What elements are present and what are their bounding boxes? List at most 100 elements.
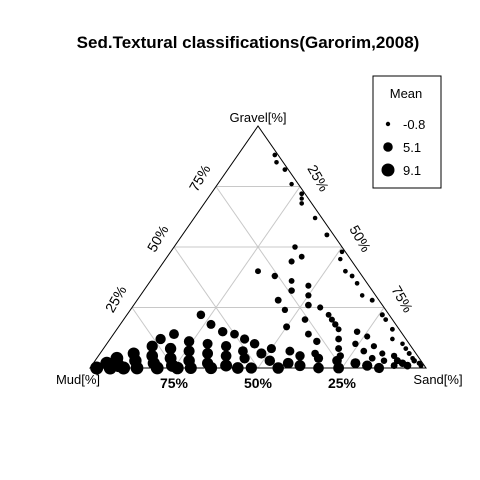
axis-label-gravel: Gravel[%] [229, 110, 286, 125]
data-point [304, 330, 312, 338]
data-point [338, 256, 343, 262]
data-point [117, 361, 131, 375]
data-point [264, 355, 276, 366]
data-point [155, 333, 166, 345]
data-point [403, 346, 409, 351]
data-point [164, 342, 177, 355]
data-point [299, 196, 304, 201]
data-point [274, 296, 282, 304]
data-point [249, 339, 260, 349]
data-point [289, 181, 294, 187]
data-point [305, 282, 312, 289]
data-point [184, 361, 197, 375]
data-point [220, 341, 232, 352]
data-point [362, 360, 373, 371]
data-point [183, 345, 195, 357]
data-point [169, 329, 179, 340]
data-point [373, 362, 385, 374]
axis-label-mud: Mud[%] [56, 372, 100, 387]
data-point [239, 353, 250, 364]
data-point [266, 344, 276, 354]
data-point [245, 362, 257, 374]
tick-label-mud: 50% [244, 375, 273, 391]
data-point [335, 335, 342, 343]
tick-label-mud: 75% [160, 375, 189, 391]
data-point [103, 361, 117, 375]
data-point [343, 268, 348, 274]
data-point [369, 297, 375, 303]
data-point [325, 311, 332, 318]
tick-label-gravel: 50% [144, 222, 172, 254]
data-point [256, 348, 267, 359]
data-point [220, 359, 233, 372]
tick-label-sand: 75% [388, 283, 416, 315]
tick-label-gravel: 25% [102, 283, 130, 315]
data-point [196, 310, 206, 320]
data-point [202, 348, 214, 359]
tick-label-sand: 50% [346, 222, 374, 254]
data-point [360, 347, 368, 355]
data-point [305, 301, 312, 309]
data-point [353, 328, 361, 335]
data-point [389, 326, 395, 332]
data-point [390, 336, 395, 342]
data-point [220, 350, 232, 362]
data-point [354, 280, 360, 286]
data-point [349, 273, 355, 279]
data-point [281, 306, 289, 314]
legend-label: 9.1 [403, 163, 421, 178]
data-point [294, 360, 306, 372]
data-point [364, 333, 371, 340]
data-point [324, 232, 330, 238]
data-point [183, 336, 195, 347]
legend-label: 5.1 [403, 140, 421, 155]
legend-symbol [381, 163, 395, 177]
data-point [150, 361, 164, 375]
data-point [217, 326, 228, 337]
data-point [368, 354, 376, 362]
data-point [288, 277, 295, 284]
axis-label-sand: Sand[%] [413, 372, 462, 387]
data-point [339, 249, 345, 255]
data-point [288, 287, 295, 294]
data-point [285, 346, 295, 356]
legend: Mean -0.8 5.1 9.1 [372, 75, 442, 189]
data-point [90, 361, 104, 375]
tick-label-mud: 25% [328, 375, 357, 391]
data-point [255, 268, 261, 275]
tick-label-sand: 25% [304, 162, 332, 194]
data-point [271, 272, 278, 280]
data-point [146, 340, 158, 352]
data-point [335, 326, 342, 333]
data-point [313, 362, 324, 374]
data-point [406, 351, 412, 356]
data-point [335, 345, 343, 353]
data-point [328, 316, 335, 323]
data-point [411, 357, 417, 364]
data-point [292, 244, 298, 250]
data-point [130, 361, 144, 375]
data-point [370, 343, 378, 350]
data-point [305, 292, 312, 299]
data-point [383, 317, 389, 322]
legend-title: Mean [390, 86, 423, 101]
data-point [231, 362, 244, 374]
triangle-frame [89, 125, 427, 369]
data-point [400, 341, 405, 347]
data-point [333, 362, 345, 374]
data-point [272, 152, 278, 158]
legend-label: -0.8 [403, 117, 425, 132]
legend-items: -0.8 5.1 9.1 [381, 117, 425, 178]
data-point [390, 352, 398, 360]
legend-symbol [383, 142, 393, 152]
data-point [288, 258, 295, 265]
data-point [295, 351, 305, 361]
data-point [283, 323, 291, 331]
data-point [282, 357, 294, 369]
data-point [313, 353, 324, 363]
data-point [274, 160, 279, 165]
data-point [359, 293, 365, 298]
data-point [298, 253, 305, 260]
legend-symbol [385, 121, 391, 127]
